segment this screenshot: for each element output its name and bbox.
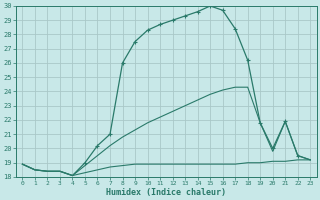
X-axis label: Humidex (Indice chaleur): Humidex (Indice chaleur) <box>106 188 226 197</box>
